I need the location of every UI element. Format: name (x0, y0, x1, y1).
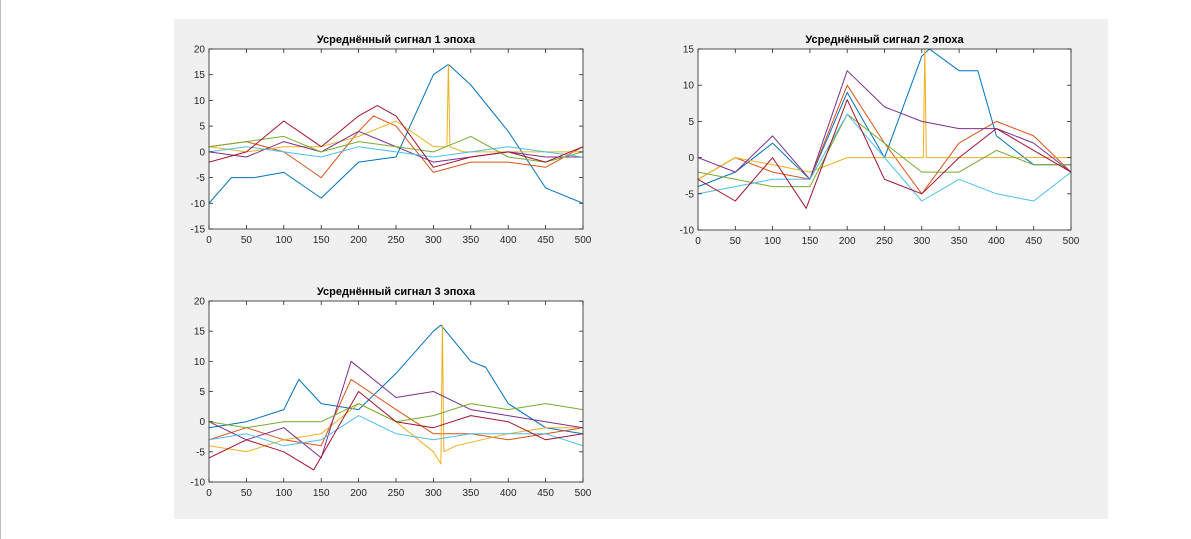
y-tick-label: 15 (683, 45, 695, 56)
x-tick-label: 400 (500, 488, 517, 499)
series-line-5 (209, 135, 583, 163)
series-line-7 (698, 99, 1071, 209)
chart-title: Усреднённый сигнал 1 эпоха (317, 34, 476, 46)
x-tick-label: 250 (876, 236, 893, 247)
y-tick-label: 10 (194, 96, 206, 107)
plot-area (698, 49, 1071, 230)
series-line-3 (209, 63, 583, 153)
y-tick-label: -10 (680, 226, 695, 237)
y-tick-label: 0 (688, 153, 694, 164)
series-line-6 (209, 415, 583, 447)
x-tick-label: 150 (802, 236, 819, 247)
series-line-1 (209, 324, 583, 435)
x-tick-label: 50 (241, 235, 253, 246)
x-tick-label: 500 (575, 488, 592, 499)
y-tick-label: 15 (194, 70, 206, 81)
series-line-6 (209, 146, 583, 158)
x-tick-label: 450 (537, 488, 554, 499)
x-tick-label: 0 (695, 236, 701, 247)
axes-2: 0 50 100 150 200 250 300 350 400 450 500 -10 -5 0 5 10 1… (680, 34, 1080, 247)
x-tick-label: 350 (462, 235, 479, 246)
x-tick-label: 200 (350, 235, 367, 246)
x-tick-label: 250 (388, 235, 405, 246)
axes-1: 0 50 100 150 200 250 300 350 400 450 500 -15 -10 -5 0 5… (191, 34, 592, 246)
y-tick-label: -5 (196, 173, 205, 184)
plot-area (209, 301, 583, 482)
x-tick-label: 0 (206, 235, 212, 246)
x-tick-label: 300 (425, 488, 442, 499)
series-line-7 (209, 391, 583, 471)
x-tick-label: 400 (988, 236, 1005, 247)
y-tick-label: -10 (191, 478, 206, 489)
series-group (209, 63, 583, 204)
y-tick-label: 10 (194, 357, 206, 368)
y-tick-label: 10 (683, 81, 695, 92)
x-tick-label: 450 (537, 235, 554, 246)
y-tick-label: 0 (199, 147, 205, 158)
x-tick-label: 100 (275, 488, 292, 499)
x-tick-label: 300 (913, 236, 930, 247)
series-group (698, 49, 1071, 209)
y-tick-label: -10 (191, 199, 206, 210)
y-tick-label: -5 (196, 447, 205, 458)
y-tick-label: 5 (199, 387, 205, 398)
x-tick-label: 100 (275, 235, 292, 246)
y-tick-label: -5 (685, 189, 694, 200)
x-tick-label: 200 (350, 488, 367, 499)
y-tick-label: 5 (199, 122, 205, 133)
series-line-4 (698, 70, 1071, 180)
y-tick-label: -15 (191, 225, 206, 236)
y-tick-label: 15 (194, 327, 206, 338)
x-tick-label: 250 (388, 488, 405, 499)
series-line-7 (209, 105, 583, 168)
series-group (209, 324, 583, 471)
series-line-1 (209, 63, 583, 204)
x-tick-label: 500 (575, 235, 592, 246)
y-tick-label: 5 (688, 117, 694, 128)
window-edge (0, 0, 1, 539)
x-tick-label: 350 (951, 236, 968, 247)
series-line-6 (698, 113, 1071, 202)
x-tick-label: 300 (425, 235, 442, 246)
x-tick-label: 150 (313, 235, 330, 246)
chart-title: Усреднённый сигнал 3 эпоха (317, 286, 476, 298)
x-tick-label: 150 (313, 488, 330, 499)
plot-area (209, 49, 583, 229)
series-line-4 (209, 360, 583, 459)
x-tick-label: 100 (764, 236, 781, 247)
x-tick-label: 500 (1063, 236, 1080, 247)
x-tick-label: 350 (462, 488, 479, 499)
chart-title: Усреднённый сигнал 2 эпоха (805, 34, 964, 46)
x-tick-label: 450 (1025, 236, 1042, 247)
series-line-3 (698, 49, 1071, 180)
x-tick-label: 50 (730, 236, 742, 247)
axes-3: 0 50 100 150 200 250 300 350 400 450 500 -10 -5 0 5 10 1… (191, 286, 592, 499)
series-line-5 (698, 113, 1071, 188)
y-tick-label: 20 (194, 45, 206, 56)
y-tick-label: 20 (194, 297, 206, 308)
series-line-3 (209, 324, 583, 465)
series-line-2 (209, 115, 583, 179)
x-tick-label: 50 (241, 488, 253, 499)
series-line-2 (209, 378, 583, 447)
x-tick-label: 0 (206, 488, 212, 499)
x-tick-label: 400 (500, 235, 517, 246)
y-tick-label: 0 (199, 417, 205, 428)
x-tick-label: 200 (839, 236, 856, 247)
series-line-1 (698, 49, 1071, 188)
